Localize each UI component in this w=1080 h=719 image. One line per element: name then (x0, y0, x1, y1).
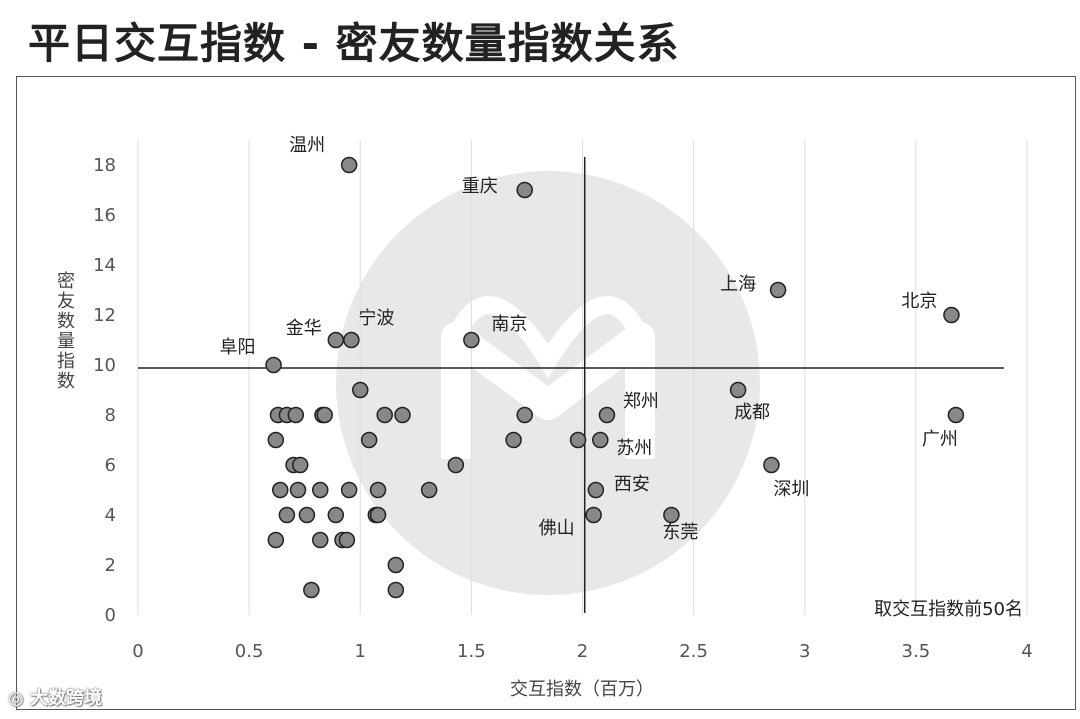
scatter-point (338, 531, 356, 549)
point-label: 阜阳 (220, 337, 256, 358)
y-tick-label: 10 (93, 355, 116, 376)
scatter-point (327, 506, 345, 524)
chart-frame (16, 76, 1076, 710)
x-tick-label: 0.5 (235, 641, 264, 662)
watermark-text: 大数跨境 (30, 688, 102, 709)
scatter-point (316, 406, 333, 424)
point-label: 上海 (720, 274, 756, 295)
scatter-point (598, 406, 616, 424)
point-label: 苏州 (616, 438, 652, 459)
x-tick-label: 1 (355, 641, 366, 662)
scatter-point (267, 431, 285, 449)
x-tick-label: 3.5 (902, 641, 931, 662)
scatter-point (376, 406, 393, 424)
x-tick-label: 4 (1021, 641, 1032, 662)
scatter-point (729, 381, 747, 399)
y-tick-label: 14 (93, 255, 116, 276)
scatter-point (587, 481, 605, 499)
point-label: 成都 (734, 402, 770, 423)
y-tick-label: 4 (105, 505, 116, 526)
scatter-point (291, 456, 309, 474)
point-label: 东莞 (662, 522, 698, 543)
point-label: 温州 (289, 135, 325, 156)
x-tick-label: 3 (799, 641, 810, 662)
scatter-point (516, 406, 533, 424)
scatter-point (311, 481, 329, 499)
scatter-point (947, 406, 965, 424)
scatter-point (352, 381, 369, 399)
y-tick-label: 16 (93, 205, 116, 226)
page-title: 平日交互指数 - 密友数量指数关系 (28, 19, 680, 68)
scatter-point (420, 481, 438, 499)
scatter-point (287, 406, 305, 424)
point-label: 深圳 (773, 479, 809, 500)
point-label: 宁波 (358, 308, 394, 329)
scatter-point (303, 581, 320, 599)
point-label: 西安 (614, 474, 650, 495)
scatter-point (663, 506, 680, 524)
x-tick-label: 2.5 (679, 641, 708, 662)
scatter-point (360, 431, 378, 449)
background-logo (336, 171, 760, 595)
scatter-point (769, 281, 787, 299)
y-axis-title: 密友数量指数 (57, 271, 75, 392)
scatter-point (516, 181, 533, 199)
scatter-point (340, 156, 358, 174)
point-label: 金华 (286, 318, 322, 339)
scatter-point (311, 531, 329, 549)
scatter-point (763, 456, 780, 474)
scatter-point (447, 456, 465, 474)
scatter-point (394, 406, 411, 424)
scatter-point (343, 331, 360, 349)
x-tick-label: 0 (132, 641, 143, 662)
point-label: 广州 (922, 429, 958, 450)
scatter-point (585, 506, 602, 524)
y-tick-label: 2 (105, 555, 116, 576)
scatter-point (592, 431, 609, 449)
scatter-point (943, 306, 960, 324)
scatter-point (387, 581, 405, 599)
y-tick-label: 8 (105, 405, 116, 426)
point-label: 重庆 (462, 176, 498, 197)
scatter-point (463, 331, 480, 349)
scatter-point (369, 481, 387, 499)
weibo-icon: ◎ (8, 688, 24, 709)
point-label: 北京 (901, 291, 937, 312)
point-label: 佛山 (539, 518, 575, 539)
scatter-point (265, 356, 282, 374)
watermark: ◎ 大数跨境 (8, 684, 102, 710)
scatter-point (505, 431, 522, 449)
point-label: 南京 (491, 314, 527, 335)
scatter-point (340, 481, 358, 499)
y-tick-label: 12 (93, 305, 116, 326)
scatter-point (387, 556, 405, 574)
y-tick-label: 6 (105, 455, 116, 476)
x-axis-title: 交互指数（百万） (510, 679, 654, 700)
scatter-point (369, 506, 387, 524)
scatter-point (278, 506, 296, 524)
scatter-point (569, 431, 587, 449)
chart-annotation: 取交互指数前50名 (874, 599, 1023, 620)
y-tick-label: 18 (93, 155, 116, 176)
scatter-point (267, 531, 285, 549)
scatter-point (298, 506, 316, 524)
scatter-point (327, 331, 345, 349)
x-tick-label: 1.5 (457, 641, 486, 662)
x-tick-label: 2 (577, 641, 588, 662)
scatter-point (289, 481, 307, 499)
point-label: 郑州 (623, 391, 659, 412)
scatter-point (271, 481, 289, 499)
y-tick-label: 0 (105, 605, 116, 626)
